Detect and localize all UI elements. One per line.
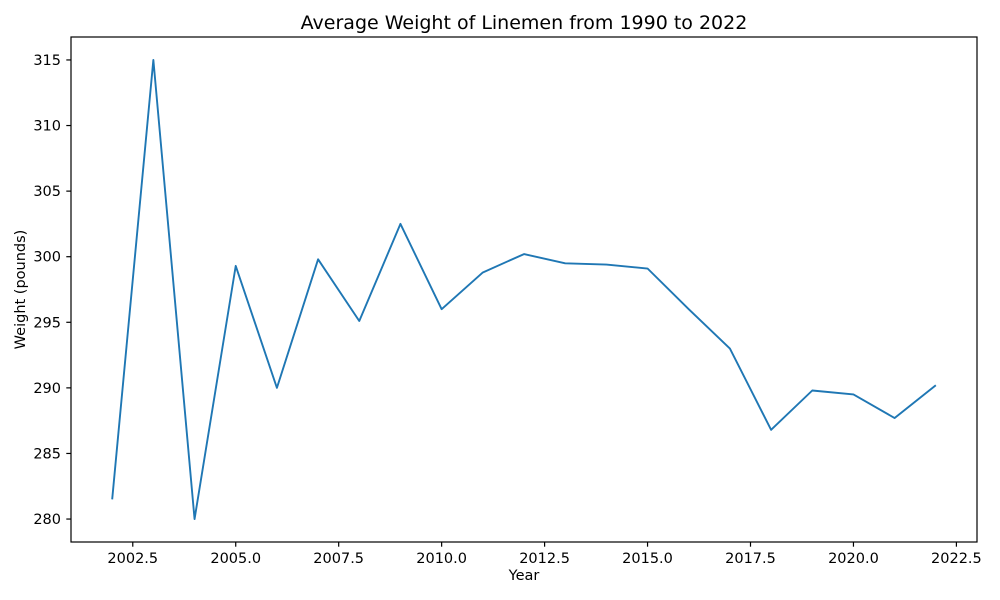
- x-tick-label: 2005.0: [210, 551, 261, 567]
- chart-title: Average Weight of Linemen from 1990 to 2…: [301, 12, 748, 34]
- y-tick-label: 285: [33, 446, 61, 462]
- plot-border: [70, 36, 978, 543]
- x-tick-label: 2022.5: [931, 551, 982, 567]
- y-tick-label: 300: [33, 250, 61, 266]
- y-tick-label: 315: [33, 53, 61, 69]
- y-tick-label: 280: [33, 512, 61, 528]
- y-tick-label: 310: [33, 119, 61, 135]
- data-line: [111, 59, 937, 520]
- x-axis-label: Year: [508, 568, 540, 584]
- x-tick-label: 2012.5: [519, 551, 570, 567]
- y-axis-label: Weight (pounds): [13, 230, 29, 350]
- x-tick-label: 2010.0: [416, 551, 467, 567]
- x-tick-label: 2015.0: [622, 551, 673, 567]
- x-tick-label: 2020.0: [828, 551, 879, 567]
- y-tick-label: 295: [33, 315, 61, 331]
- y-tick-label: 305: [33, 184, 61, 200]
- x-tick-label: 2002.5: [107, 551, 158, 567]
- y-tick-label: 290: [33, 381, 61, 397]
- x-tick-label: 2017.5: [725, 551, 776, 567]
- plot-area: 2002.5 2005.0 2007.5 2010.0 2012.5 2015.0 2017…: [33, 36, 982, 567]
- x-tick-label: 2007.5: [313, 551, 364, 567]
